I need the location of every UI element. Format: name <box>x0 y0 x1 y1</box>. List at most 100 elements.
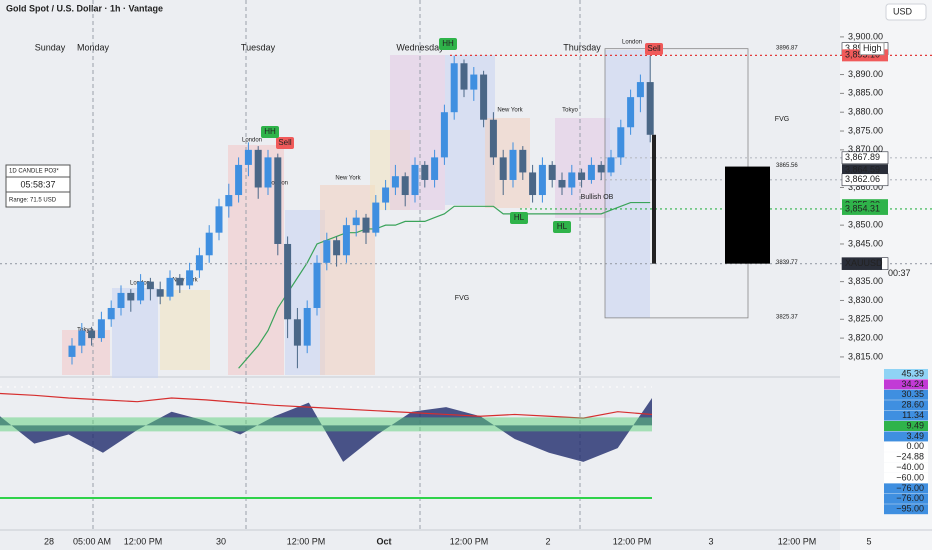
note: FVG <box>455 295 469 302</box>
candle-body <box>195 255 203 271</box>
candle-body <box>627 97 635 128</box>
osc-label: −76.00 <box>896 483 924 493</box>
marker-label: Sell <box>278 138 292 147</box>
candle-body <box>607 157 615 173</box>
po3-timer: 05:58:37 <box>20 179 55 189</box>
currency-button[interactable] <box>885 3 927 21</box>
candle-body <box>205 232 213 256</box>
marker-label: HH <box>442 39 454 48</box>
candle-body <box>313 262 321 308</box>
oscillator-line <box>0 392 653 419</box>
candle-body <box>97 319 105 339</box>
candle-body <box>342 225 350 256</box>
po3-title: 1D CANDLE PO3* <box>9 169 59 175</box>
y-tick-label: 3,850.00 <box>848 220 883 230</box>
countdown: 00:37 <box>888 268 911 278</box>
time-label: 3 <box>708 536 713 546</box>
oscillator-band <box>0 417 652 432</box>
time-label: 5 <box>866 536 871 546</box>
price-label: 3,854.31 <box>845 203 880 213</box>
osc-label-bg <box>884 504 928 515</box>
osc-label: 3.49 <box>906 431 924 441</box>
y-tick-label: 3,845.00 <box>848 238 883 248</box>
candle-body <box>215 206 223 233</box>
y-tick-label: 3,875.00 <box>848 125 883 135</box>
osc-label-bg <box>884 493 928 504</box>
osc-label: 9.49 <box>906 420 924 430</box>
session-label: London <box>242 138 262 144</box>
candle-body <box>176 277 184 286</box>
y-tick-label: 3,900.00 <box>848 31 883 41</box>
candle-body <box>68 345 76 357</box>
marker-box <box>261 126 279 138</box>
osc-label: −60.00 <box>896 472 924 482</box>
marker-label: HL <box>557 222 568 231</box>
time-label: 05:00 AM <box>73 536 111 546</box>
candle-body <box>421 164 429 180</box>
candle-body <box>225 195 233 207</box>
candle-body <box>323 240 331 263</box>
candle-body <box>186 270 194 286</box>
osc-label: 34.24 <box>901 379 924 389</box>
y-tick-label: 3,870.00 <box>848 144 883 154</box>
marker-label: HL <box>514 213 525 222</box>
candle-body <box>460 63 468 90</box>
candle-body <box>450 63 458 113</box>
osc-label-bg <box>884 369 928 379</box>
candle-body <box>587 164 595 180</box>
candle-body <box>274 157 282 244</box>
candle-body <box>107 307 115 320</box>
price-label: 3,867.89 <box>845 152 880 162</box>
candle-body <box>431 157 439 180</box>
candle-body <box>538 164 546 196</box>
note: Bullish OB <box>581 194 614 201</box>
y-tick-label: 3,835.00 <box>848 276 883 286</box>
y-tick-label: 3,825.00 <box>848 314 883 324</box>
candle-body <box>568 172 576 188</box>
osc-label-bg <box>884 410 928 421</box>
high-tag <box>859 42 885 56</box>
note: FVG <box>775 116 789 123</box>
session-label: New York <box>335 176 361 182</box>
candle-body <box>284 243 292 320</box>
osc-label: −24.88 <box>896 452 924 462</box>
candle-body <box>646 82 654 135</box>
osc-label-bg <box>884 400 928 411</box>
candle-body <box>333 240 341 256</box>
chart-title: Gold Spot / U.S. Dollar · 1h · Vantage <box>6 3 163 13</box>
time-label: 12:00 PM <box>613 536 652 546</box>
candle-body <box>352 217 360 226</box>
session-label: Tokyo <box>77 328 93 334</box>
candle-body <box>391 176 399 188</box>
marker-box <box>553 221 571 233</box>
marker-box <box>645 43 663 55</box>
candle-body <box>244 149 252 165</box>
y-tick-label: 3,890.00 <box>848 69 883 79</box>
price-label-bg <box>842 202 888 215</box>
candle-body <box>156 289 164 297</box>
marker-label: HH <box>264 127 276 136</box>
candle-body <box>254 149 262 188</box>
po3-level: 3896.87 <box>776 45 798 51</box>
session-label: Tokyo <box>562 108 578 114</box>
current-candle <box>652 134 656 264</box>
marker-box <box>439 38 457 50</box>
candle-body <box>166 277 174 297</box>
marker-box <box>276 137 294 149</box>
candle-body <box>529 172 537 196</box>
day-label: Monday <box>77 42 110 52</box>
high-label: High <box>863 43 882 53</box>
candle-body <box>372 202 380 233</box>
osc-label: 11.34 <box>902 410 924 420</box>
candle-body <box>636 82 644 98</box>
candle-body <box>362 217 370 233</box>
osc-label: 30.35 <box>901 389 924 399</box>
session-label: New York <box>172 278 198 284</box>
session-label: London <box>622 40 642 46</box>
candle-body <box>509 149 517 180</box>
osc-label: 28.60 <box>901 400 924 410</box>
price-label: 3,862.06 <box>845 174 880 184</box>
time-label: 12:00 PM <box>124 536 163 546</box>
osc-label-bg <box>884 452 928 463</box>
